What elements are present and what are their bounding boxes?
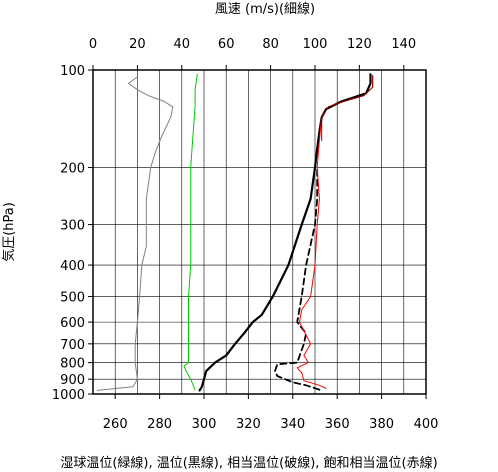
y-tick-label: 400 [60, 259, 85, 274]
x-bottom-tick-label: 380 [369, 417, 394, 432]
series-line-theta [198, 73, 372, 392]
series-line-wet_bulb_theta [183, 73, 198, 391]
x-bottom-tick-label: 340 [280, 417, 305, 432]
series-line-wind [96, 76, 174, 391]
x-axis-bottom-title: 湿球温位(緑線), 温位(黒線), 相当温位(破線), 飽和相当温位(赤線) [60, 455, 437, 471]
x-top-tick-label: 100 [303, 37, 328, 52]
x-bottom-tick-label: 360 [325, 417, 350, 432]
x-top-tick-label: 80 [262, 37, 279, 52]
series-line-theta_e [274, 166, 321, 391]
x-top-tick-label: 0 [89, 37, 97, 52]
y-axis-title: 気圧(hPa) [1, 202, 17, 262]
x-bottom-tick-label: 280 [147, 417, 172, 432]
y-tick-label: 1000 [52, 388, 85, 403]
y-tick-label: 100 [60, 64, 85, 79]
y-tick-label: 300 [60, 219, 85, 234]
y-tick-label: 500 [60, 290, 85, 305]
y-tick-label: 900 [60, 373, 85, 388]
y-tick-label: 800 [60, 357, 85, 372]
series-line-theta_es_dark [321, 75, 374, 141]
x-top-tick-label: 20 [129, 37, 146, 52]
x-top-tick-label: 60 [218, 37, 235, 52]
x-bottom-tick-label: 400 [414, 417, 439, 432]
x-top-tick-label: 120 [347, 37, 372, 52]
x-bottom-tick-label: 260 [103, 417, 128, 432]
y-tick-label: 200 [60, 162, 85, 177]
x-top-tick-label: 140 [391, 37, 416, 52]
y-tick-label: 600 [60, 316, 85, 331]
x-bottom-tick-label: 300 [192, 417, 217, 432]
chart-top-title: 風速 (m/s)(細線) [215, 1, 315, 17]
series-layer [96, 73, 374, 392]
x-top-tick-label: 40 [174, 37, 191, 52]
plot-frame [92, 69, 427, 395]
x-bottom-tick-label: 320 [236, 417, 261, 432]
y-tick-label: 700 [60, 338, 85, 353]
